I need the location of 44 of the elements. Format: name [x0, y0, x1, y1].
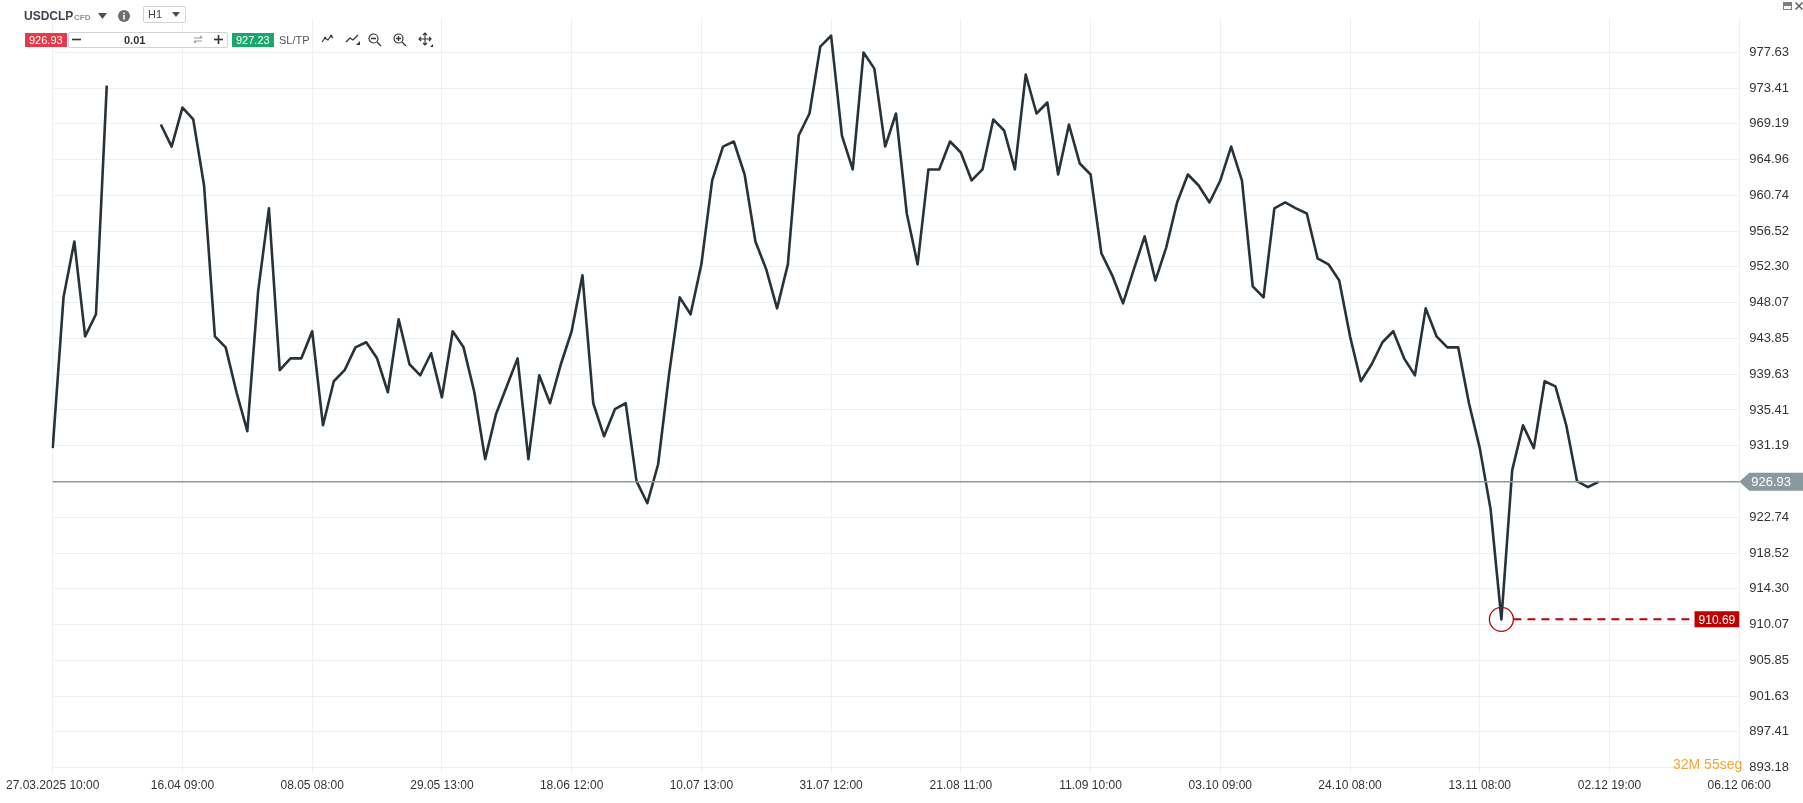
y-tick-label: 893.18 [1749, 759, 1789, 775]
y-tick-label: 952.30 [1749, 258, 1789, 274]
x-tick-label: 16.04 09:00 [150, 778, 215, 793]
annotation: H1 [148, 7, 163, 21]
y-tick-label: 931.19 [1749, 437, 1789, 453]
y-tick-label: 897.41 [1749, 723, 1789, 739]
x-tick-label: 08.05 08:00 [280, 778, 345, 793]
x-tick-label: 10.07 13:00 [669, 778, 734, 793]
ref-line-label: 926.93 [1751, 474, 1791, 490]
x-tick-label: 13.11 08:00 [1448, 778, 1512, 793]
x-tick-label: 29.05 13:00 [410, 778, 474, 793]
y-tick-label: 973.41 [1749, 79, 1789, 95]
chart-subtitle: CFD [74, 12, 91, 24]
annotation: 926.93 [25, 33, 67, 47]
y-tick-label: 948.07 [1749, 294, 1789, 310]
x-tick-label: 06.12 06:00 [1707, 778, 1772, 793]
annotation: 32M 55seg [1673, 756, 1743, 772]
x-tick-label: 03.10 09:00 [1188, 778, 1253, 793]
x-tick-label: 21.08 11:00 [929, 778, 993, 793]
y-tick-label: 977.63 [1749, 43, 1789, 59]
y-tick-label: 969.19 [1749, 115, 1789, 131]
y-tick-label: 960.74 [1749, 186, 1789, 202]
ref-line-label: 910.69 [1698, 612, 1736, 627]
chart-title: USDCLP [24, 9, 74, 23]
y-tick-label: 956.52 [1749, 222, 1789, 238]
x-tick-label: 27.03.2025 10:00 [6, 778, 100, 793]
annotation: 0.01 [124, 33, 146, 47]
y-tick-label: 905.85 [1749, 651, 1789, 667]
y-tick-label: 964.96 [1749, 151, 1789, 167]
x-tick-label: 31.07 12:00 [799, 778, 864, 793]
y-tick-label: 914.30 [1749, 580, 1789, 596]
y-tick-label: 901.63 [1749, 687, 1789, 703]
x-tick-label: 11.09 10:00 [1059, 778, 1123, 793]
annotation: 927.23 [232, 33, 274, 47]
annotation: SL/TP [279, 33, 310, 47]
y-tick-label: 935.41 [1749, 401, 1789, 417]
y-tick-label: 939.63 [1749, 365, 1789, 381]
y-tick-label: 943.85 [1749, 330, 1789, 346]
x-tick-label: 18.06 12:00 [539, 778, 604, 793]
y-tick-label: 910.07 [1749, 616, 1789, 632]
x-tick-label: 02.12 19:00 [1577, 778, 1642, 793]
y-tick-label: 918.52 [1749, 544, 1789, 560]
x-tick-label: 24.10 08:00 [1318, 778, 1383, 793]
y-tick-label: 922.74 [1749, 508, 1789, 524]
